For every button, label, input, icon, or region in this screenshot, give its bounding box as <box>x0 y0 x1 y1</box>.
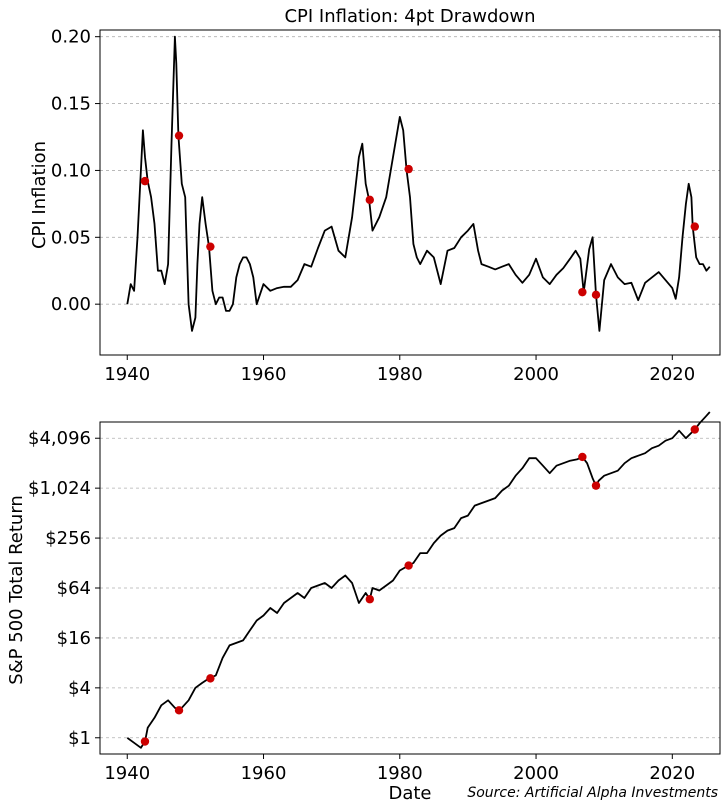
top-chart-frame <box>99 29 721 356</box>
top-chart-y-tick-label: 0.00 <box>51 294 91 315</box>
top-chart-x-tick-label: 1960 <box>241 364 287 385</box>
bottom-chart-y-axis-label: S&P 500 Total Return <box>6 495 27 685</box>
bottom-chart-drawdown-marker <box>140 737 150 746</box>
top-chart-y-tick-label: 0.05 <box>51 227 91 248</box>
top-chart-x-tick-label: 1940 <box>104 364 150 385</box>
top-chart-ticks: 0.00 0.05 0.10 0.15 0.20 1940 1960 1980 2000 2020 <box>51 27 695 385</box>
top-chart-y-tick-label: 0.15 <box>51 94 91 115</box>
top-chart-drawdown-marker <box>365 195 375 205</box>
top-chart-drawdown-marker <box>206 242 215 251</box>
bottom-chart-y-tick-label: $16 <box>57 628 91 649</box>
bottom-chart-drawdown-marker <box>690 425 699 434</box>
bottom-chart-x-tick-label: 1960 <box>241 763 287 784</box>
bottom-chart-x-tick-label: 2000 <box>513 763 559 784</box>
top-chart-drawdown-marker <box>404 164 413 174</box>
bottom-chart-x-tick-label: 2020 <box>649 763 695 784</box>
top-chart-drawdown-marker <box>140 176 150 186</box>
top-chart-drawdown-marker <box>174 131 184 140</box>
bottom-chart-x-axis-label: Date <box>388 783 431 804</box>
top-chart-y-axis-label: CPI Inflation <box>29 141 50 249</box>
top-chart-drawdown-marker <box>578 287 587 297</box>
bottom-chart-x-tick-label: 1940 <box>104 763 150 784</box>
bottom-chart-y-tick-label: $1,024 <box>28 478 91 499</box>
bottom-chart-y-tick-label: $64 <box>57 578 91 599</box>
top-chart-drawdown-marker <box>690 222 699 231</box>
bottom-chart-sp500-line <box>126 411 711 749</box>
bottom-chart-frame <box>99 421 721 755</box>
bottom-chart-drawdown-marker <box>206 674 215 683</box>
bottom-chart-y-tick-label: $4,096 <box>28 428 91 449</box>
top-chart-gridlines <box>100 36 720 305</box>
top-chart-drawdown-markers <box>140 131 699 300</box>
bottom-chart-drawdown-marker <box>174 706 184 715</box>
bottom-chart-y-tick-label: $4 <box>68 678 91 699</box>
top-chart-x-tick-label: 1980 <box>377 364 423 385</box>
top-chart-x-tick-label: 2000 <box>513 364 559 385</box>
bottom-chart-drawdown-marker <box>365 595 375 604</box>
bottom-chart-x-tick-label: 1980 <box>377 763 423 784</box>
bottom-chart-drawdown-markers <box>140 425 699 746</box>
bottom-chart-y-tick-label: $1 <box>68 728 91 749</box>
bottom-chart-drawdown-marker <box>591 481 601 490</box>
bottom-chart-gridlines <box>100 437 720 739</box>
bottom-chart-y-tick-label: $256 <box>45 528 91 549</box>
top-chart-title: CPI Inflation: 4pt Drawdown <box>284 6 535 27</box>
top-chart-cpi-line <box>126 35 711 332</box>
top-chart-drawdown-marker <box>591 290 601 300</box>
top-chart-y-tick-label: 0.10 <box>51 160 91 181</box>
bottom-chart-ticks: $1 $4 $16 $64 $256 $1,024 $4,096 1940 1960 1980 20… <box>28 428 695 784</box>
top-chart-x-tick-label: 2020 <box>649 364 695 385</box>
top-chart-panel: CPI Inflation: 4pt Drawdown CPI Inflatio… <box>29 6 721 385</box>
bottom-chart-drawdown-marker <box>578 452 587 462</box>
bottom-chart-drawdown-marker <box>404 561 413 570</box>
source-note: Source: Artificial Alpha Investments <box>467 785 718 801</box>
top-chart-y-tick-label: 0.20 <box>51 27 91 48</box>
bottom-chart-panel: S&P 500 Total Return Date $1 $4 $16 $64 $256… <box>6 411 721 804</box>
